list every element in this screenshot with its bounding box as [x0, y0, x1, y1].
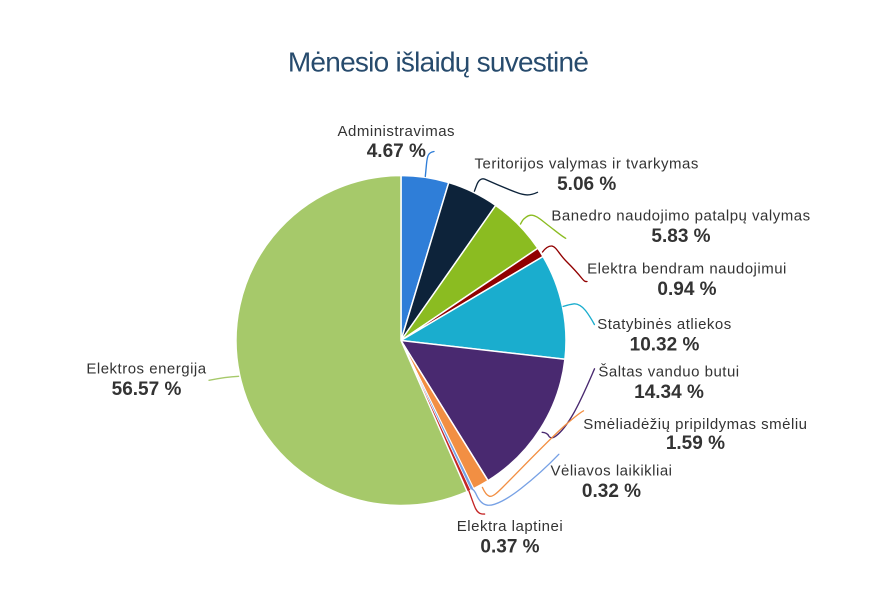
- svg-text:Elektra laptinei: Elektra laptinei: [457, 518, 563, 535]
- svg-text:0.32 %: 0.32 %: [582, 481, 641, 502]
- svg-text:Statybinės atliekos: Statybinės atliekos: [597, 316, 732, 333]
- svg-text:Smėliadėžių pripildymas smėliu: Smėliadėžių pripildymas smėliu: [583, 416, 807, 433]
- svg-text:0.94 %: 0.94 %: [657, 279, 716, 300]
- svg-text:Vėliavos laikikliai: Vėliavos laikikliai: [550, 463, 672, 480]
- svg-text:14.34 %: 14.34 %: [634, 382, 704, 403]
- svg-text:0.37 %: 0.37 %: [480, 537, 539, 558]
- svg-text:4.67 %: 4.67 %: [367, 141, 426, 162]
- svg-text:1.59 %: 1.59 %: [666, 433, 725, 454]
- svg-text:Administravimas: Administravimas: [338, 123, 456, 140]
- svg-text:Teritorijos valymas ir tvarkym: Teritorijos valymas ir tvarkymas: [475, 155, 699, 172]
- svg-text:Banedro naudojimo patalpų valy: Banedro naudojimo patalpų valymas: [551, 208, 810, 225]
- svg-text:5.83 %: 5.83 %: [651, 226, 710, 247]
- svg-text:5.06 %: 5.06 %: [557, 174, 616, 195]
- svg-text:56.57 %: 56.57 %: [112, 379, 182, 400]
- svg-text:Elektros energija: Elektros energija: [86, 361, 206, 378]
- svg-text:Elektra bendram naudojimui: Elektra bendram naudojimui: [587, 261, 787, 278]
- svg-text:Mėnesio išlaidų suvestinė: Mėnesio išlaidų suvestinė: [288, 47, 588, 78]
- svg-text:10.32 %: 10.32 %: [630, 335, 700, 356]
- svg-text:Šaltas vanduo butui: Šaltas vanduo butui: [598, 364, 739, 381]
